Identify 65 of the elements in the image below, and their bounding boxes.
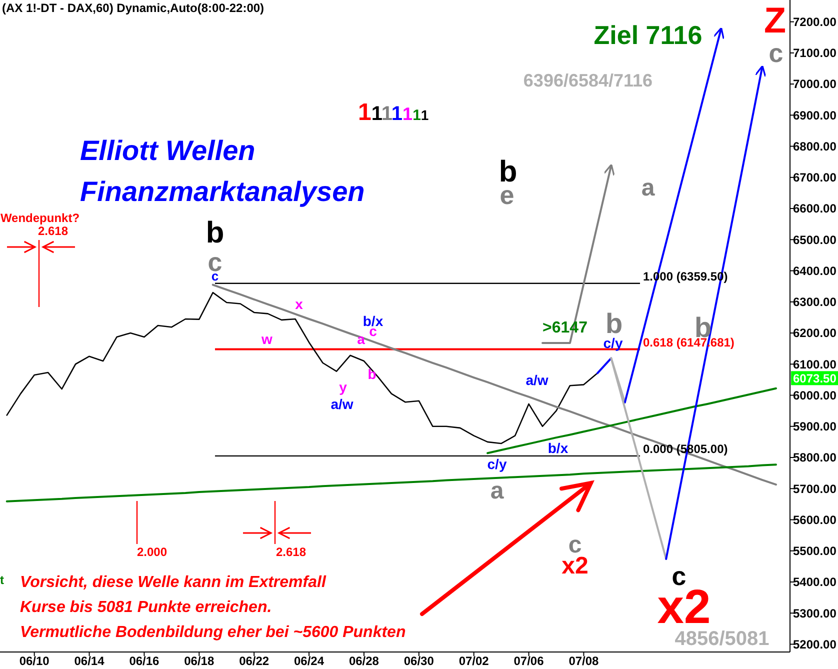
x-tick-label: 07/06 bbox=[514, 654, 544, 668]
text: 6073.50 bbox=[793, 372, 837, 386]
annotation: Vorsicht, diese Welle kann im Extremfall bbox=[20, 574, 326, 591]
annotation: Elliott Wellen bbox=[80, 135, 256, 166]
y-tick-label: 5300.00 bbox=[793, 606, 837, 620]
y-tick-label: 6200.00 bbox=[793, 326, 837, 340]
annotation: b bbox=[206, 216, 224, 250]
annotation: y bbox=[339, 378, 348, 395]
annotation: c bbox=[768, 38, 784, 68]
annotation: a bbox=[490, 477, 504, 504]
annotation: b bbox=[498, 156, 518, 188]
annotation: b/x bbox=[548, 440, 568, 456]
x-tick-label: 06/14 bbox=[74, 654, 105, 668]
y-tick-label: 7200.00 bbox=[793, 14, 837, 29]
x-tick-label: 06/18 bbox=[184, 654, 214, 668]
y-tick-label: 6500.00 bbox=[793, 232, 837, 247]
y-tick-label: 6000.00 bbox=[793, 388, 837, 402]
x-tick-label: 07/02 bbox=[458, 654, 490, 668]
y-tick-label: 7000.00 bbox=[793, 77, 837, 92]
y-tick-label: 6900.00 bbox=[793, 108, 837, 122]
y-tick-label: 6100.00 bbox=[793, 357, 837, 372]
x-tick-label: 06/16 bbox=[129, 654, 160, 668]
y-tick-label: 6600.00 bbox=[793, 202, 837, 216]
x-tick-label: 06/22 bbox=[239, 654, 270, 668]
annotation: t bbox=[0, 573, 4, 587]
annotation: a/w bbox=[526, 372, 548, 388]
annotation: Kurse bis 5081 Punkte erreichen. bbox=[20, 599, 272, 616]
annotation: w bbox=[260, 330, 273, 347]
annotation: Wendepunkt? bbox=[0, 211, 80, 226]
annotation: 4856/5081 bbox=[674, 628, 770, 650]
annotation: x bbox=[295, 296, 304, 312]
annotation: >6147 bbox=[542, 320, 588, 337]
x-tick-label: 06/30 bbox=[404, 654, 434, 668]
annotation: Z bbox=[764, 0, 786, 41]
annotation: 2.000 bbox=[136, 545, 168, 560]
y-tick-label: 5800.00 bbox=[793, 450, 837, 465]
annotation: Vermutliche Bodenbildung eher bei ~5600 Punkten bbox=[20, 624, 406, 641]
x-tick-label: 06/24 bbox=[294, 654, 324, 668]
y-tick-label: 6300.00 bbox=[793, 295, 837, 310]
annotation: 6396/6584/7116 bbox=[523, 70, 653, 90]
annotation: Ziel 7116 bbox=[594, 20, 702, 50]
y-tick-label: 6800.00 bbox=[793, 139, 837, 154]
annotation: Finanzmarktanalysen bbox=[80, 176, 365, 207]
y-tick-label: 5700.00 bbox=[793, 482, 837, 496]
y-tick-label: 5600.00 bbox=[793, 512, 837, 527]
annotation: x2 bbox=[562, 552, 588, 580]
y-tick-label: 7100.00 bbox=[793, 46, 837, 60]
annotation: c/y bbox=[487, 456, 507, 472]
y-tick-label: 5500.00 bbox=[793, 544, 837, 558]
annotation: a bbox=[357, 330, 366, 347]
annotation: b bbox=[368, 366, 376, 382]
x-tick-label: 06/10 bbox=[19, 654, 50, 668]
y-tick-label: 5900.00 bbox=[793, 420, 837, 434]
annotation: 2.618 bbox=[276, 545, 306, 560]
annotation: a bbox=[641, 174, 656, 202]
x-tick-label: 07/08 bbox=[568, 654, 600, 668]
y-tick-label: 5200.00 bbox=[793, 637, 837, 652]
annotation: a/w bbox=[330, 396, 354, 412]
annotation: 2.618 bbox=[38, 224, 68, 238]
y-tick-label: 5400.00 bbox=[793, 575, 837, 590]
y-tick-label: 6400.00 bbox=[793, 264, 837, 278]
chart-title: (AX 1!-DT - DAX,60) Dynamic,Auto(8:00-22:00) bbox=[2, 1, 264, 15]
annotation: 1111111 bbox=[358, 99, 429, 126]
y-tick-label: 6700.00 bbox=[793, 170, 837, 185]
x-tick-label: 06/28 bbox=[348, 654, 380, 668]
